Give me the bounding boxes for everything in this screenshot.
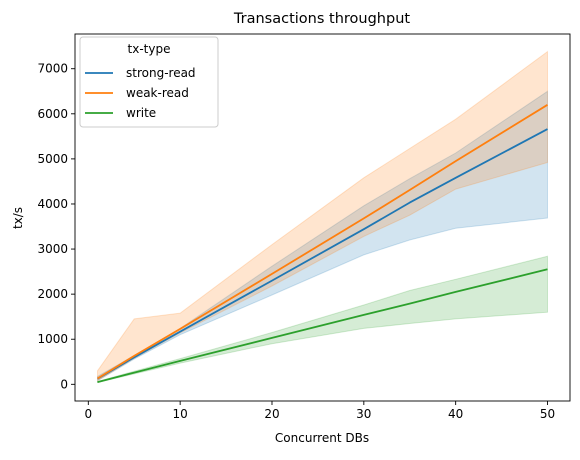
x-tick-label: 50 [540, 407, 555, 421]
x-tick-label: 0 [84, 407, 92, 421]
series-lines [97, 104, 548, 383]
y-tick-label: 6000 [37, 107, 68, 121]
legend-title: tx-type [128, 42, 171, 56]
legend-label-weak-read: weak-read [126, 86, 189, 100]
x-tick-label: 10 [173, 407, 188, 421]
line-weak-read [97, 104, 548, 380]
x-axis-label: Concurrent DBs [275, 431, 369, 445]
plot-frame [74, 33, 571, 402]
y-tick-label: 7000 [37, 62, 68, 76]
legend: tx-type strong-read weak-read write [79, 36, 219, 128]
x-tick-label: 30 [356, 407, 371, 421]
y-tick-label: 0 [60, 377, 68, 391]
band-write [97, 255, 548, 384]
y-tick-label: 3000 [37, 242, 68, 256]
x-axis-ticks: 0 10 20 30 40 50 [84, 401, 555, 421]
x-tick-label: 40 [448, 407, 463, 421]
y-tick-label: 2000 [37, 287, 68, 301]
legend-label-write: write [126, 106, 156, 120]
confidence-bands [97, 50, 548, 384]
y-axis-label: tx/s [11, 207, 25, 229]
line-strong-read [97, 128, 548, 380]
y-tick-label: 1000 [37, 332, 68, 346]
band-weak-read [97, 50, 548, 382]
legend-box [79, 36, 219, 128]
x-tick-label: 20 [264, 407, 279, 421]
y-tick-label: 4000 [37, 197, 68, 211]
chart-title: Transactions throughput [233, 11, 410, 27]
y-tick-label: 5000 [37, 152, 68, 166]
band-strong-read [97, 90, 548, 382]
legend-label-strong-read: strong-read [126, 66, 196, 80]
line-write [97, 268, 548, 383]
y-axis-ticks: 0 1000 2000 3000 4000 5000 6000 7000 [37, 62, 75, 391]
